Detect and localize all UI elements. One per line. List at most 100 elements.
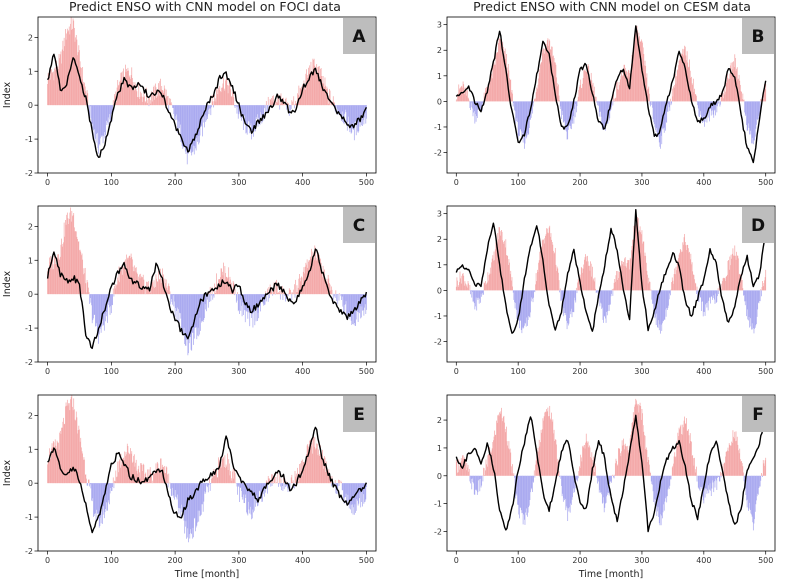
observed-bars <box>455 25 767 149</box>
y-tick-label: 0 <box>28 101 33 110</box>
y-tick-label: 3 <box>437 21 442 30</box>
y-tick-label: 2 <box>28 33 33 42</box>
y-tick-label: -1 <box>25 513 33 522</box>
x-tick-label: 500 <box>758 367 773 376</box>
x-tick-label: 400 <box>696 178 711 187</box>
y-tick-label: 0 <box>28 479 33 488</box>
predicted-index-line <box>455 414 767 533</box>
panel-letter-badge <box>742 396 774 432</box>
x-tick-label: 100 <box>511 178 526 187</box>
panel-letter-badge <box>343 396 375 432</box>
axes-frame <box>37 205 377 363</box>
panel-letter: B <box>752 27 765 47</box>
x-tick-label: 200 <box>167 367 182 376</box>
predicted-index-line <box>46 248 368 350</box>
observed-bars <box>455 217 767 334</box>
x-tick-label: 200 <box>167 178 182 187</box>
x-tick-label: 100 <box>511 556 526 565</box>
panel-letter-badge <box>742 18 774 54</box>
y-tick-label: 2 <box>437 235 442 244</box>
x-tick-label: 100 <box>104 367 119 376</box>
x-tick-label: 200 <box>572 556 587 565</box>
y-tick-label: 3 <box>437 210 442 219</box>
x-tick-label: 100 <box>104 178 119 187</box>
y-tick-label: -2 <box>25 547 33 556</box>
y-tick-label: -2 <box>25 358 33 367</box>
panel-a: 0 100 200 300 400 500 -2 -1 0 1 2 Index A <box>2 16 377 187</box>
axes-frame <box>37 394 377 552</box>
predicted-index-line <box>455 208 767 334</box>
panel-letter: E <box>353 405 365 425</box>
x-tick-label: 500 <box>758 556 773 565</box>
x-tick-label: 100 <box>511 367 526 376</box>
x-axis-label: Time [month] <box>174 569 240 580</box>
y-tick-label: 2 <box>437 46 442 55</box>
x-tick-label: 0 <box>45 556 50 565</box>
y-tick-label: 0 <box>437 286 442 295</box>
y-tick-label: 2 <box>28 222 33 231</box>
y-tick-label: -2 <box>434 528 442 537</box>
x-tick-label: 500 <box>758 178 773 187</box>
panel-letter: A <box>352 27 366 47</box>
y-tick-label: 2 <box>437 416 442 425</box>
x-tick-label: 400 <box>295 367 310 376</box>
y-tick-label: 0 <box>437 97 442 106</box>
predicted-index-line <box>47 53 368 159</box>
panel-letter: D <box>751 216 765 236</box>
x-tick-label: 400 <box>295 178 310 187</box>
axes-frame <box>446 205 776 363</box>
panel-c: 0 100 200 300 400 500 -2 -1 0 1 2 Index C <box>2 205 377 376</box>
left-column-title: Predict ENSO with CNN model on FOCI data <box>69 0 341 14</box>
x-tick-label: 300 <box>634 556 649 565</box>
x-tick-label: 0 <box>454 178 459 187</box>
x-tick-label: 400 <box>696 367 711 376</box>
y-tick-label: 1 <box>28 256 33 265</box>
x-tick-label: 100 <box>104 556 119 565</box>
y-tick-label: 2 <box>28 411 33 420</box>
y-tick-label: -2 <box>434 149 442 158</box>
x-tick-label: 300 <box>231 556 246 565</box>
y-axis-label: Index <box>2 271 13 298</box>
y-tick-label: -1 <box>25 324 33 333</box>
x-tick-label: 500 <box>359 178 374 187</box>
x-tick-label: 500 <box>359 367 374 376</box>
predicted-index-line <box>47 426 368 534</box>
x-tick-label: 0 <box>45 178 50 187</box>
x-tick-label: 500 <box>359 556 374 565</box>
panel-letter-badge <box>742 207 774 243</box>
panel-letter-badge <box>343 18 375 54</box>
panel-f: 0 100 200 300 400 500 -2 -1 0 1 2 Time [month] F <box>434 394 776 580</box>
y-axis-label: Index <box>2 82 13 109</box>
x-axis-label: Time [month] <box>578 569 644 580</box>
observed-bars <box>47 17 367 165</box>
panel-d: 0 100 200 300 400 500 -2 -1 0 1 2 3 D <box>434 205 776 376</box>
y-tick-label: -1 <box>434 312 442 321</box>
y-tick-label: -1 <box>434 123 442 132</box>
panel-letter-badge <box>343 207 375 243</box>
x-tick-label: 0 <box>45 367 50 376</box>
observed-bars <box>47 207 367 356</box>
right-column-title: Predict ENSO with CNN model on CESM data <box>473 0 751 14</box>
y-tick-label: 0 <box>28 290 33 299</box>
y-tick-label: -2 <box>434 338 442 347</box>
y-axis-label: Index <box>2 460 13 487</box>
y-tick-label: -2 <box>25 169 33 178</box>
axes-frame <box>446 394 776 552</box>
panel-e: 0 100 200 300 400 500 -2 -1 0 1 2 Index Time [month]… <box>2 394 377 580</box>
predicted-index-line <box>455 25 767 164</box>
panel-letter: F <box>752 405 764 425</box>
x-tick-label: 0 <box>454 367 459 376</box>
y-tick-label: 1 <box>28 67 33 76</box>
y-tick-label: -1 <box>434 500 442 509</box>
y-tick-label: 1 <box>437 261 442 270</box>
x-tick-label: 200 <box>167 556 182 565</box>
x-tick-label: 200 <box>572 178 587 187</box>
observed-bars <box>455 398 767 531</box>
observed-bars <box>47 394 367 543</box>
panel-letter: C <box>353 216 365 236</box>
x-tick-label: 300 <box>231 367 246 376</box>
x-tick-label: 400 <box>295 556 310 565</box>
x-tick-label: 400 <box>696 556 711 565</box>
y-tick-label: 1 <box>437 444 442 453</box>
